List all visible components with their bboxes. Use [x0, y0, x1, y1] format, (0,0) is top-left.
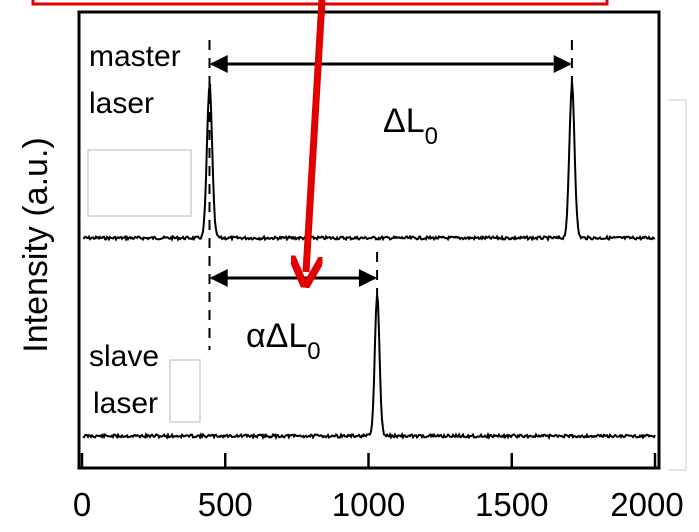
- master-label-line1: master: [89, 40, 181, 73]
- master-label-line2: laser: [89, 87, 154, 120]
- x-axis-ticks: [80, 453, 657, 468]
- red-pointer-arrow: [306, 0, 326, 272]
- x-tick-label-1000: 1000: [332, 486, 405, 523]
- x-tick-label-0: 0: [73, 486, 91, 523]
- x-tick-label-2000: 2000: [610, 486, 683, 523]
- master-laser-trace: [82, 81, 656, 243]
- x-axis-tick-labels: 0 500 1000 1500 2000: [73, 486, 684, 523]
- blank-box-slave: [169, 359, 201, 423]
- alpha-delta-l0-label: αΔL0: [246, 317, 321, 365]
- x-tick-label-1500: 1500: [475, 486, 548, 523]
- slave-laser-trace: [82, 294, 656, 441]
- slave-label-line1: slave: [89, 340, 159, 373]
- x-tick-label-500: 500: [198, 486, 253, 523]
- right-edge-bracket: [668, 99, 687, 471]
- blank-box-left: [87, 149, 192, 217]
- delta-l0-label: ΔL0: [383, 102, 438, 150]
- slave-label-line2: laser: [93, 387, 158, 420]
- y-axis-label: Intensity (a.u.): [17, 137, 55, 352]
